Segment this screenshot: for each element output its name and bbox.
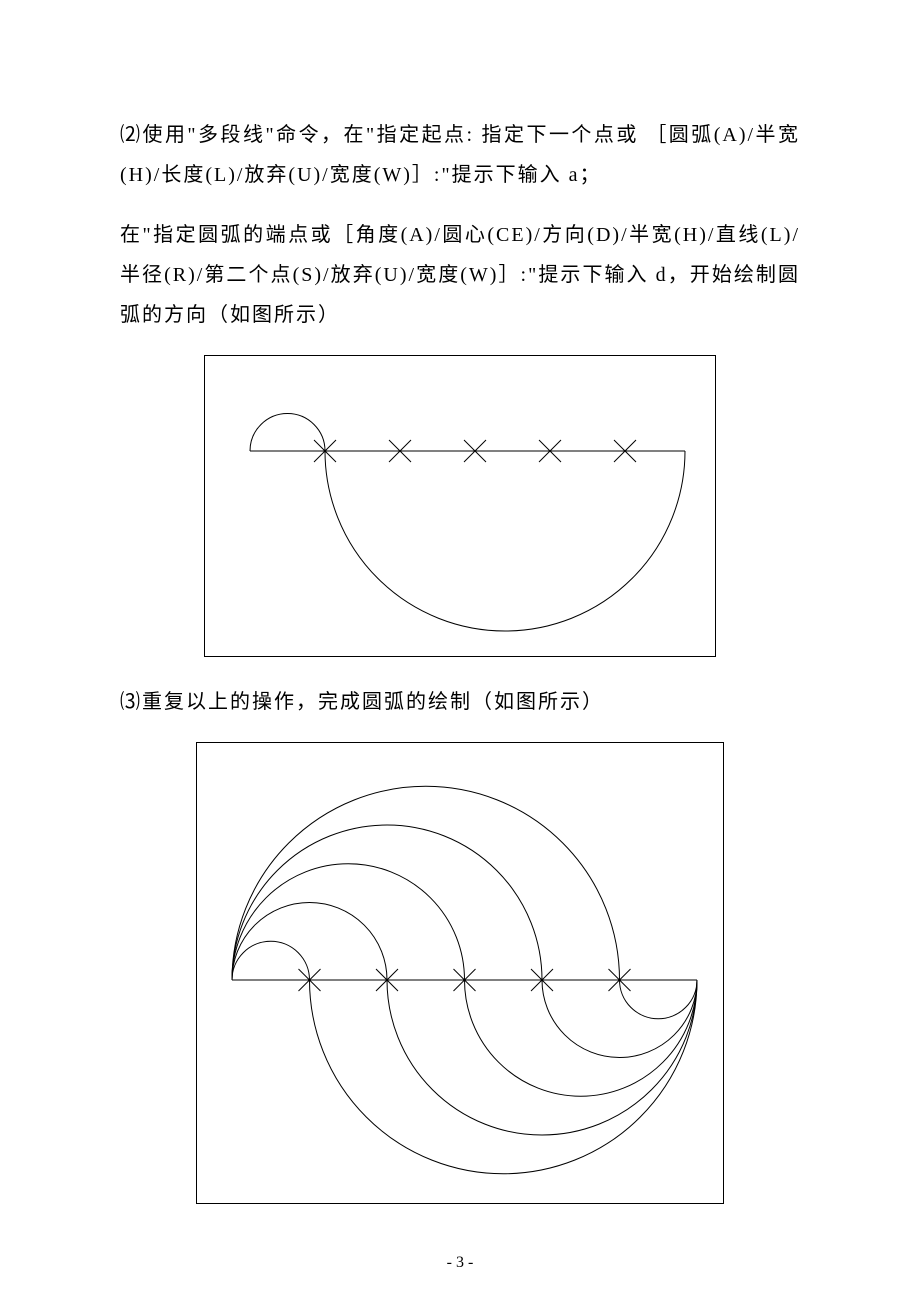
paragraph-step3: ⑶重复以上的操作，完成圆弧的绘制（如图所示）: [120, 682, 800, 722]
page-number: - 3 -: [0, 1254, 920, 1272]
figure-1-border: [204, 355, 716, 657]
paragraph-step2a: ⑵使用"多段线"命令，在"指定起点: 指定下一个点或 ［圆弧(A)/半宽(H)/…: [120, 115, 800, 195]
figure-2-wrap: [120, 742, 800, 1209]
figure-1-wrap: [120, 355, 800, 662]
figure-2-svg: [197, 743, 723, 1203]
figure-1-svg: [205, 356, 715, 656]
paragraph-step2b: 在"指定圆弧的端点或［角度(A)/圆心(CE)/方向(D)/半宽(H)/直线(L…: [120, 215, 800, 335]
page: ⑵使用"多段线"命令，在"指定起点: 指定下一个点或 ［圆弧(A)/半宽(H)/…: [0, 0, 920, 1302]
figure-2-border: [196, 742, 724, 1204]
